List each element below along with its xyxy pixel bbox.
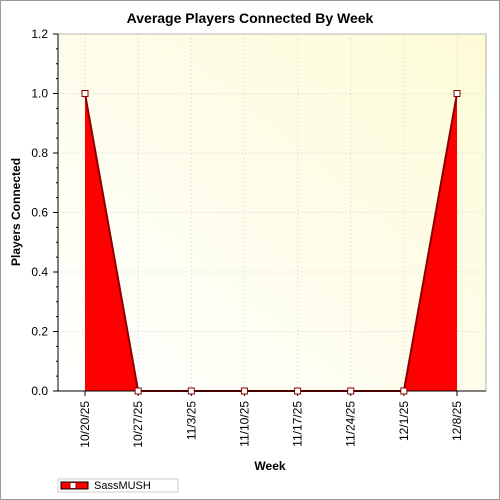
x-tick-label: 11/3/25 <box>184 401 198 440</box>
x-tick-label: 11/24/25 <box>344 401 358 447</box>
data-point[interactable] <box>347 387 355 395</box>
data-point[interactable] <box>134 387 142 395</box>
series-area-sassmush <box>85 93 457 391</box>
data-point[interactable] <box>187 387 195 395</box>
y-tick-label: 1.0 <box>31 87 48 101</box>
series-points <box>81 90 461 395</box>
legend-label-sassmush: SassMUSH <box>94 480 151 492</box>
data-point[interactable] <box>453 90 461 97</box>
data-point[interactable] <box>81 90 89 97</box>
x-tick-label: 12/1/25 <box>397 401 411 441</box>
y-tick-label: 0.4 <box>31 265 48 279</box>
legend-marker <box>69 482 77 489</box>
data-point[interactable] <box>294 387 302 395</box>
y-tick-label: 0.0 <box>31 384 48 398</box>
x-tick-label: 10/27/25 <box>131 401 145 448</box>
x-axis-title: Week <box>254 459 285 473</box>
y-tick-label: 0.2 <box>31 325 48 339</box>
data-point[interactable] <box>400 387 408 395</box>
data-point[interactable] <box>240 387 248 395</box>
legend[interactable]: SassMUSH <box>57 478 179 493</box>
x-tick-label: 12/8/25 <box>450 401 464 441</box>
x-tick-label: 11/10/25 <box>237 401 251 447</box>
y-tick-label: 0.8 <box>31 146 48 160</box>
y-axis-title: Players Connected <box>9 158 23 266</box>
x-tick-label: 10/20/25 <box>78 401 92 448</box>
y-tick-label: 0.6 <box>31 206 48 220</box>
x-tick-labels: 10/20/25 10/27/25 11/3/25 11/10/25 11/17/25 1… <box>78 401 464 448</box>
y-tick-label: 1.2 <box>31 27 48 41</box>
y-tick-labels: 0.0 0.2 0.4 0.6 0.8 1.0 1.2 <box>31 27 48 398</box>
x-tick-label: 11/17/25 <box>291 401 305 447</box>
chart-title: Average Players Connected By Week <box>127 10 374 26</box>
